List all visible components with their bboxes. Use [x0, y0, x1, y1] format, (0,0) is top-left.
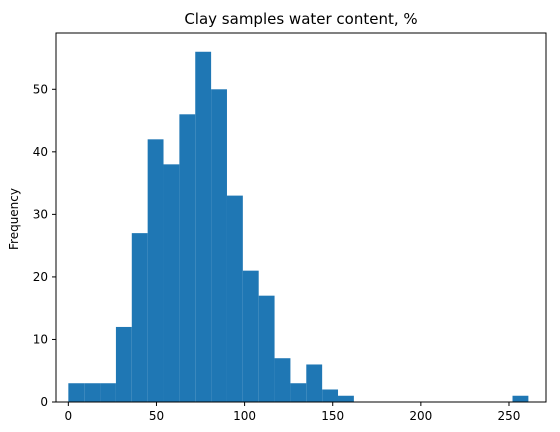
y-tick-label: 0 — [40, 395, 48, 409]
histogram-bar-11 — [242, 270, 259, 402]
histogram-bar-17 — [338, 395, 354, 402]
y-tick-label: 40 — [33, 145, 48, 159]
histogram-bar-28 — [512, 395, 529, 402]
x-tick-label: 150 — [321, 409, 344, 423]
y-tick-label: 30 — [33, 207, 48, 221]
histogram-bar-10 — [226, 195, 243, 402]
histogram-bar-6 — [163, 164, 180, 402]
histogram-bar-16 — [322, 389, 339, 402]
histogram-bar-2 — [100, 383, 116, 402]
x-tick-label: 50 — [149, 409, 164, 423]
histogram-bar-15 — [306, 364, 323, 402]
plot-frame — [55, 32, 547, 403]
histogram-bar-1 — [84, 383, 101, 402]
y-tick-label: 50 — [33, 82, 48, 96]
histogram-bar-5 — [147, 139, 164, 403]
x-tick-label: 100 — [233, 409, 256, 423]
histogram-bar-3 — [115, 326, 132, 402]
histogram-bars — [68, 51, 529, 403]
histogram-bar-13 — [274, 358, 291, 402]
chart-title: Clay samples water content, % — [184, 10, 417, 28]
x-tick-label: 0 — [65, 409, 73, 423]
y-tick-label: 20 — [33, 270, 48, 284]
histogram-bar-12 — [258, 295, 275, 402]
histogram-bar-8 — [195, 51, 212, 403]
x-tick-label: 200 — [409, 409, 432, 423]
x-tick-label: 250 — [498, 409, 521, 423]
y-tick-label: 10 — [33, 332, 48, 346]
histogram-bar-4 — [131, 233, 148, 402]
histogram-bar-7 — [179, 114, 196, 402]
histogram-bar-14 — [290, 383, 307, 402]
axis-ticks: 0 50 100 150 200 250 0 10 20 30 40 50 — [33, 82, 521, 423]
histogram-bar-9 — [211, 89, 227, 402]
histogram-bar-0 — [68, 383, 85, 402]
y-axis-label: Frequency — [7, 188, 21, 250]
